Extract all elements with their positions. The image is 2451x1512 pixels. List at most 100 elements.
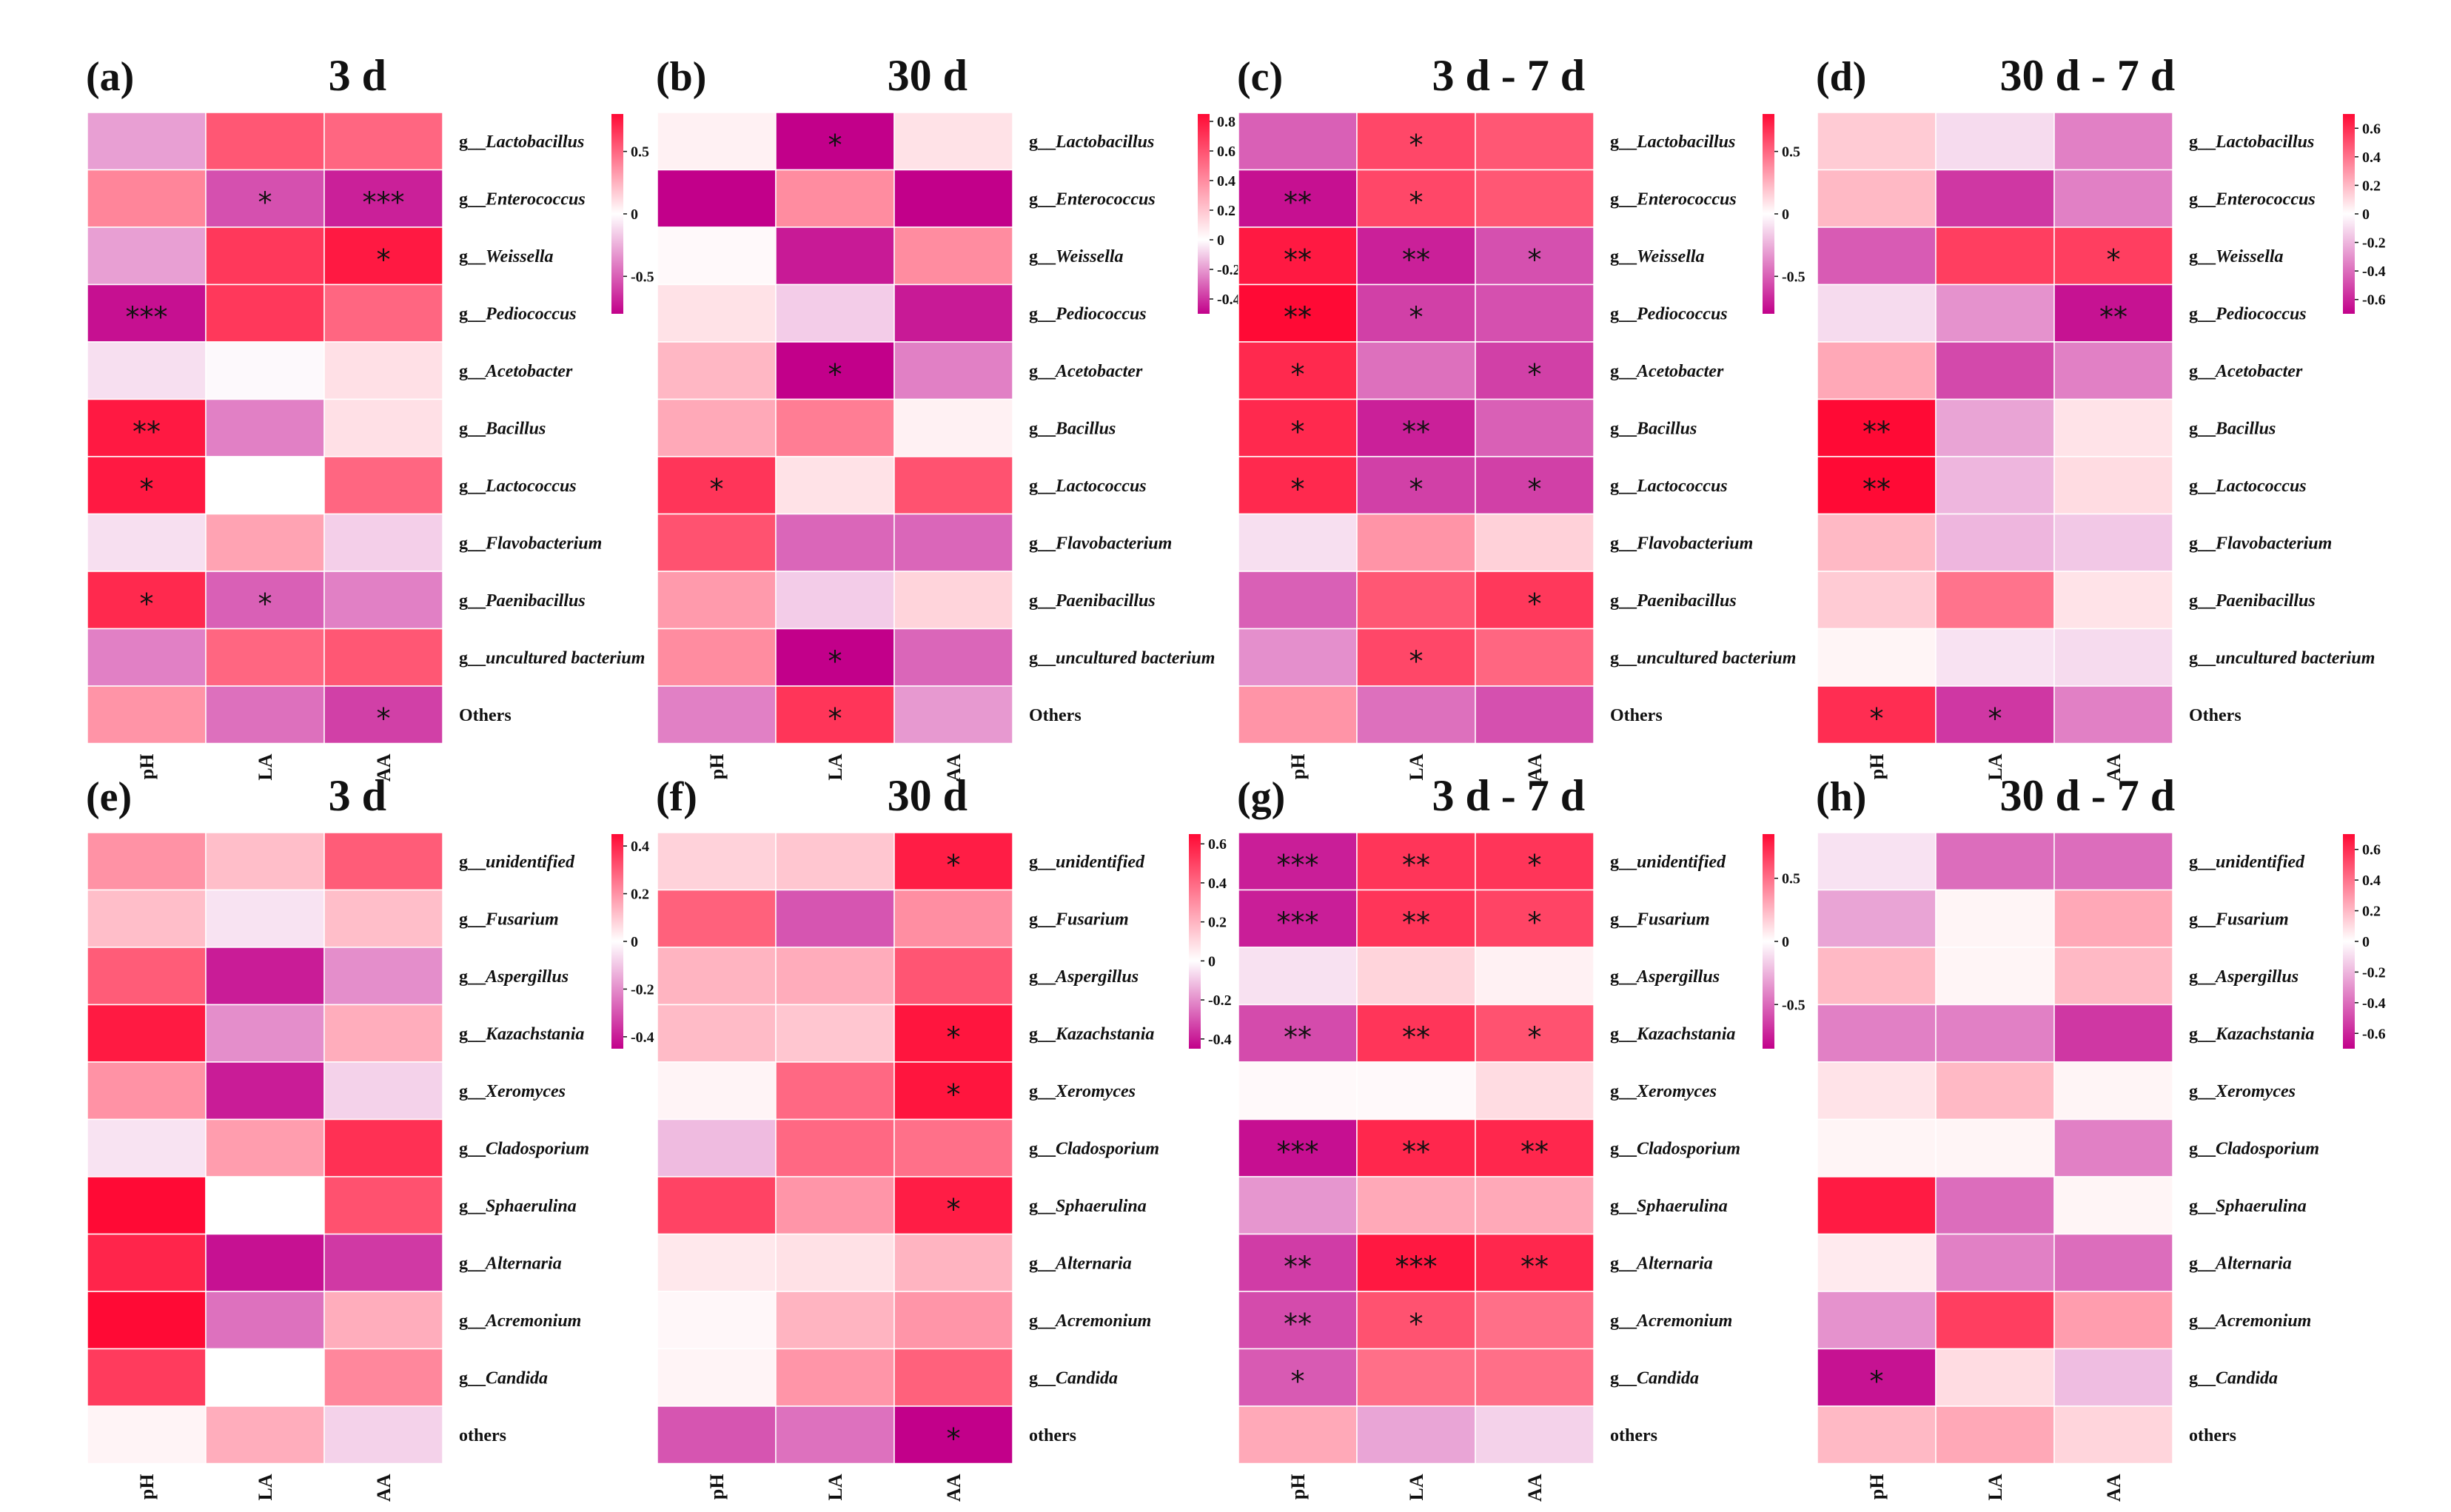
row-label: g__Lactococcus	[2189, 477, 2307, 496]
heatmap-cell	[87, 1176, 207, 1235]
row-label: g__Lactobacillus	[1029, 132, 1154, 152]
heatmap-cell	[1238, 283, 1358, 343]
row-label: g__Xeromyces	[1610, 1082, 1717, 1101]
heatmap-cell	[2053, 1348, 2173, 1407]
colorbar-tick-label: -0.6	[2362, 1026, 2386, 1042]
row-label: g__Bacillus	[459, 419, 546, 438]
row-label: g__Cladosporium	[1029, 1139, 1159, 1158]
heatmap-cell	[2053, 832, 2173, 891]
heatmap-cell	[1238, 628, 1358, 687]
significance-marker: **	[1402, 906, 1430, 938]
colorbar-tick-label: 0.2	[2362, 904, 2381, 920]
heatmap-cell	[87, 1233, 207, 1292]
row-label: g__Sphaerulina	[459, 1197, 577, 1216]
colorbar-tick-label: 0.4	[2362, 873, 2381, 889]
heatmap-cell	[323, 947, 443, 1006]
column-label: LA	[825, 1474, 846, 1500]
heatmap-cell	[1935, 628, 2055, 687]
heatmap-cell	[87, 1061, 207, 1120]
heatmap-panel-4: (e) 3 d g__unidentified g__Fusarium g__Asper…	[86, 771, 654, 1502]
heatmap-cell	[1238, 1176, 1358, 1235]
column-label: LA	[1406, 753, 1427, 780]
colorbar-tick-label: 0	[1782, 934, 1789, 950]
row-label: g__Lactobacillus	[1610, 132, 1735, 152]
row-label: g__Candida	[1610, 1368, 1699, 1388]
heatmap-cell	[1356, 1405, 1476, 1465]
row-label: g__Lactobacillus	[459, 132, 584, 152]
heatmap-cell	[1817, 283, 1937, 343]
colorbar	[1763, 114, 1774, 314]
colorbar-tick-label: 0.4	[631, 839, 649, 855]
panel-title: 30 d - 7 d	[1999, 771, 2175, 820]
heatmap-cell	[2053, 226, 2173, 286]
significance-marker: *	[1870, 702, 1884, 735]
heatmap-cell	[205, 571, 325, 630]
colorbar-tick-label: 0.6	[1208, 836, 1227, 853]
heatmap-cell	[893, 1291, 1013, 1350]
heatmap-cell	[1817, 1118, 1937, 1177]
significance-marker: **	[1284, 1308, 1312, 1340]
heatmap-cell	[205, 341, 325, 400]
panel-title: 30 d	[888, 51, 968, 100]
row-label: g__Pediococcus	[459, 304, 577, 323]
heatmap-cell	[87, 1405, 207, 1465]
row-label: g__Acremonium	[1610, 1311, 1732, 1331]
colorbar-tick-label: -0.4	[1208, 1032, 1232, 1048]
heatmap-cell	[87, 169, 207, 228]
panel-letter: (c)	[1237, 54, 1283, 100]
heatmap-cell	[323, 889, 443, 948]
significance-marker: *	[947, 1021, 961, 1053]
heatmap-cell	[1356, 1118, 1476, 1177]
heatmap-cell	[1356, 513, 1476, 572]
heatmap-cell	[1475, 456, 1595, 515]
row-label: g__Lactococcus	[459, 477, 577, 496]
significance-marker: *	[828, 358, 842, 391]
heatmap-cell	[87, 226, 207, 286]
row-label: g__Flavobacterium	[1610, 534, 1753, 553]
significance-marker: **	[1284, 300, 1312, 333]
colorbar-tick-label: 0.4	[2362, 149, 2381, 166]
colorbar-tick-label: 0.2	[631, 887, 649, 903]
row-label: g__Enterococcus	[2189, 189, 2316, 209]
row-label: g__Alternaria	[459, 1254, 562, 1273]
row-label: g__Fusarium	[459, 910, 559, 929]
colorbar-tick-label: 0.5	[1782, 144, 1800, 161]
heatmap-cell	[1475, 1348, 1595, 1407]
heatmap-cell	[87, 1348, 207, 1407]
significance-marker: ***	[1277, 849, 1319, 881]
colorbar-tick-label: 0.2	[1217, 203, 1235, 219]
colorbar-tick-label: 0	[2362, 206, 2370, 223]
heatmap-cell	[893, 685, 1013, 745]
heatmap-cell	[1475, 1061, 1595, 1120]
heatmap-cell	[1356, 341, 1476, 400]
row-label: g__Candida	[1029, 1368, 1118, 1388]
column-label: pH	[136, 1474, 158, 1500]
heatmap-cell	[893, 1004, 1013, 1063]
heatmap-cell	[775, 832, 895, 891]
heatmap-cell	[1475, 226, 1595, 286]
row-label: g__Paenibacillus	[1610, 591, 1737, 611]
heatmap-cell	[205, 226, 325, 286]
heatmap-cell	[1238, 513, 1358, 572]
row-label: others	[459, 1426, 506, 1445]
heatmap-cell	[1817, 513, 1937, 572]
colorbar-tick-label: -0.2	[631, 981, 654, 998]
heatmap-cell	[1935, 1405, 2055, 1465]
row-label: g__Pediococcus	[2189, 304, 2307, 323]
heatmap-cell	[1356, 112, 1476, 171]
heatmap-cell	[1475, 685, 1595, 745]
heatmap-cell	[205, 1176, 325, 1235]
significance-marker: ***	[126, 300, 168, 333]
heatmap-cell	[1935, 571, 2055, 630]
heatmap-cell	[205, 513, 325, 572]
significance-marker: ***	[1277, 1135, 1319, 1168]
significance-marker: *	[258, 588, 272, 620]
column-label: pH	[706, 754, 728, 780]
heatmap-cell	[1238, 341, 1358, 400]
heatmap-cell	[1356, 456, 1476, 515]
row-label: g__unidentified	[459, 853, 575, 872]
significance-marker: **	[1284, 186, 1312, 218]
heatmap-cell	[1238, 112, 1358, 171]
column-label: LA	[255, 753, 276, 780]
